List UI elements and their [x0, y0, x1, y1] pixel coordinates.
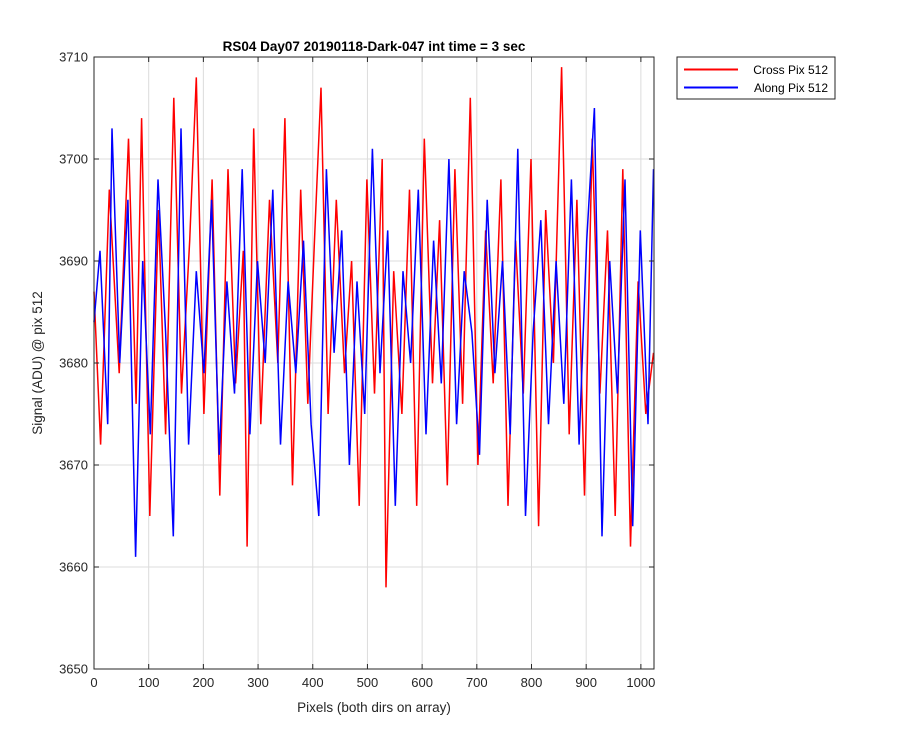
y-tick-label: 3700	[59, 152, 88, 167]
y-tick-label: 3660	[59, 560, 88, 575]
y-axis-label: Signal (ADU) @ pix 512	[30, 291, 45, 435]
legend-box	[676, 56, 836, 100]
ticks: 0 100 200 300 400 500 600 700 800 900 1000 3650 3660…	[59, 50, 655, 691]
x-tick-label: 200	[193, 675, 215, 690]
series-line-along-pix	[93, 107, 655, 557]
x-tick-label: 800	[521, 675, 543, 690]
series-line-cross-pix	[93, 67, 655, 588]
chart-title: RS04 Day07 20190118-Dark-047 int time = …	[223, 39, 526, 54]
y-tick-label: 3650	[59, 662, 88, 677]
x-tick-label: 600	[411, 675, 433, 690]
y-tick-label: 3680	[59, 356, 88, 371]
legend: Cross Pix 512 Along Pix 512	[676, 56, 836, 100]
x-tick-label: 300	[247, 675, 269, 690]
legend-label-cross: Cross Pix 512	[753, 63, 828, 77]
x-tick-label: 100	[138, 675, 160, 690]
y-tick-label: 3670	[59, 458, 88, 473]
series-lines	[93, 67, 655, 588]
legend-label-along: Along Pix 512	[754, 81, 828, 95]
x-tick-label: 700	[466, 675, 488, 690]
x-axis-label: Pixels (both dirs on array)	[297, 700, 451, 715]
x-tick-label: 400	[302, 675, 324, 690]
x-tick-label: 500	[357, 675, 379, 690]
y-tick-label: 3690	[59, 254, 88, 269]
x-tick-label: 1000	[626, 675, 655, 690]
x-tick-label: 900	[575, 675, 597, 690]
y-tick-label: 3710	[59, 50, 88, 65]
x-tick-label: 0	[90, 675, 97, 690]
